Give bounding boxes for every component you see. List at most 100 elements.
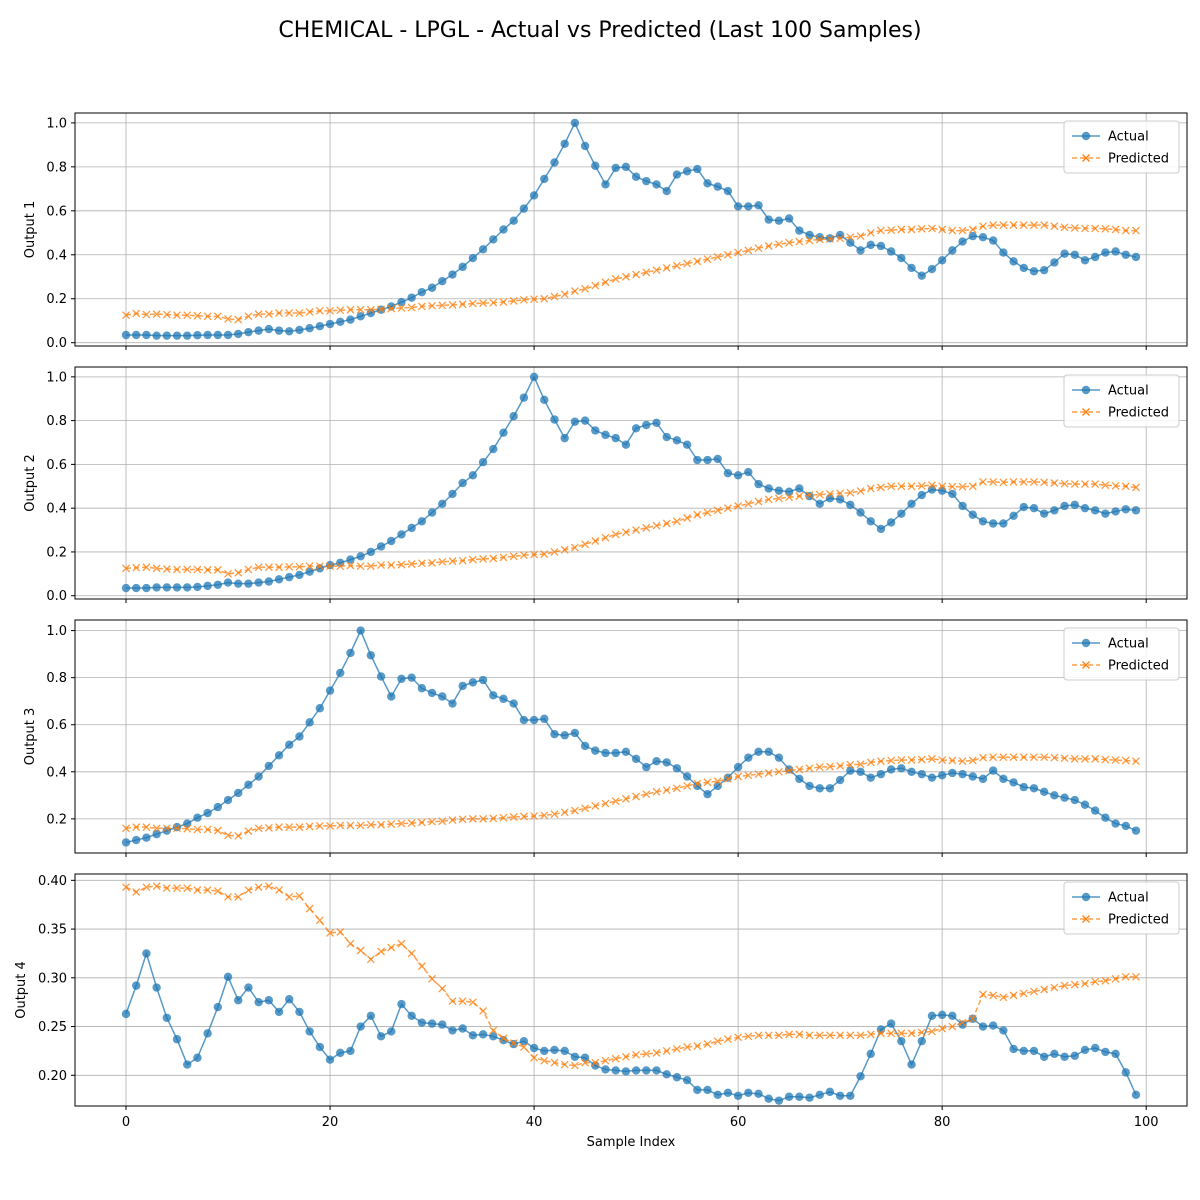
actual-point <box>754 479 763 489</box>
actual-point <box>846 238 855 247</box>
predicted-point <box>152 882 161 891</box>
actual-point <box>264 996 274 1005</box>
predicted-point <box>723 504 732 513</box>
actual-point <box>468 1031 478 1040</box>
predicted-point <box>1070 980 1079 989</box>
actual-point <box>478 245 488 254</box>
actual-point <box>876 241 886 251</box>
predicted-point <box>948 1022 957 1031</box>
actual-point <box>264 761 274 771</box>
predicted-point <box>999 993 1008 1002</box>
predicted-point <box>1121 756 1130 765</box>
y-tick-label: 0.4 <box>46 248 67 263</box>
actual-point <box>132 583 141 593</box>
actual-point <box>499 225 508 234</box>
actual-point <box>897 1036 906 1046</box>
predicted-point <box>570 1061 579 1070</box>
predicted-point <box>1050 222 1059 231</box>
actual-point <box>121 583 131 593</box>
actual-point <box>754 747 763 756</box>
actual-point <box>580 1053 590 1062</box>
predicted-point <box>295 891 304 900</box>
predicted-point <box>336 306 345 315</box>
actual-point <box>662 1070 671 1079</box>
predicted-point <box>591 281 600 290</box>
actual-point <box>1121 1068 1130 1077</box>
legend: Actual Predicted <box>1063 120 1180 174</box>
y-tick-label: 1.0 <box>46 116 67 131</box>
predicted-point <box>203 825 212 834</box>
actual-point <box>723 468 733 478</box>
actual-point <box>550 1045 559 1055</box>
predicted-point <box>621 272 630 281</box>
actual-point <box>999 248 1008 257</box>
actual-point <box>948 246 957 255</box>
predicted-point <box>1060 754 1069 763</box>
predicted-point <box>1101 224 1110 233</box>
predicted-point <box>917 1028 926 1037</box>
actual-point <box>703 455 712 465</box>
predicted-point <box>519 551 528 560</box>
actual-point <box>285 572 294 582</box>
panel-3: 0.2 0.4 0.6 0.8 1.0 Output 3 Actual Predicted <box>23 619 1188 857</box>
predicted-point <box>244 886 253 895</box>
actual-point <box>172 583 182 592</box>
predicted-point <box>1040 478 1049 487</box>
y-tick-label: 1.0 <box>46 624 67 639</box>
predicted-point <box>1132 226 1140 235</box>
actual-point <box>203 1029 212 1038</box>
actual-point <box>1050 1049 1059 1059</box>
predicted-point <box>897 756 906 764</box>
actual-point <box>693 164 702 174</box>
actual-point <box>499 694 508 704</box>
actual-point <box>958 501 967 511</box>
predicted-point <box>183 311 192 320</box>
actual-point <box>591 161 600 170</box>
predicted-point <box>693 1042 702 1051</box>
y-tick-label: 0.2 <box>46 812 67 827</box>
predicted-point <box>795 492 804 501</box>
predicted-point <box>448 300 457 309</box>
actual-point <box>417 1018 427 1027</box>
actual-point <box>795 226 804 235</box>
predicted-point <box>897 225 906 234</box>
actual-point <box>672 170 682 179</box>
actual-series-line <box>126 121 1137 337</box>
predicted-point <box>122 883 130 892</box>
actual-point <box>825 494 835 503</box>
actual-point <box>927 1011 937 1021</box>
actual-point <box>917 271 926 280</box>
x-tick-label: 0 <box>122 1115 130 1130</box>
predicted-point <box>713 506 722 515</box>
predicted-point <box>356 305 365 314</box>
predicted-point <box>1019 989 1028 998</box>
predicted-point <box>407 819 416 828</box>
predicted-point <box>1091 754 1100 763</box>
actual-point <box>560 1046 569 1056</box>
predicted-point <box>683 781 692 790</box>
actual-point <box>529 191 539 200</box>
predicted-point <box>999 478 1008 487</box>
predicted-point <box>336 562 345 571</box>
actual-point <box>509 1039 518 1049</box>
actual-point <box>968 772 977 781</box>
predicted-point <box>999 753 1008 762</box>
predicted-point <box>560 808 569 817</box>
predicted-point <box>183 884 192 893</box>
legend-actual-marker <box>1081 385 1091 395</box>
actual-point <box>203 808 212 818</box>
actual-point <box>427 1019 437 1028</box>
actual-point <box>305 323 314 333</box>
actual-point <box>805 491 814 501</box>
predicted-point <box>632 270 641 279</box>
predicted-point <box>377 305 386 314</box>
predicted-series-line <box>125 481 1137 575</box>
predicted-point <box>601 278 610 287</box>
predicted-point <box>815 235 824 244</box>
actual-point <box>815 1090 824 1099</box>
actual-point <box>234 788 243 798</box>
actual-point <box>540 174 549 184</box>
actual-point <box>580 416 590 425</box>
actual-point <box>346 1046 355 1056</box>
actual-point <box>917 1036 926 1046</box>
